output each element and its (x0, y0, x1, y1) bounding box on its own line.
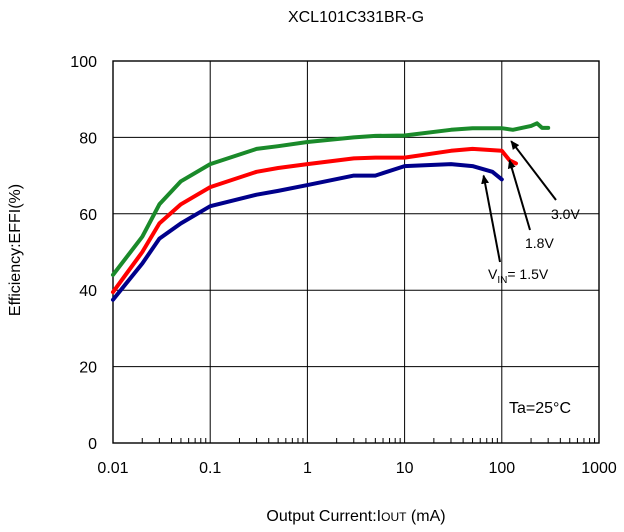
y-tick-label-1: 20 (79, 360, 97, 377)
x-axis-label-subscript: OUT (381, 510, 407, 524)
x-axis-label: Output Current:IOUT (mA) (266, 508, 445, 525)
ambient-temperature-label: Ta=25°C (509, 400, 571, 417)
y-tick-label-5: 100 (70, 54, 97, 71)
y-tick-label-3: 60 (79, 207, 97, 224)
chart-title: XCL101C331BR-G (288, 9, 424, 26)
y-tick-label-2: 40 (79, 283, 97, 300)
annotation-label-1v8: 1.8V (525, 235, 554, 251)
x-tick-label-5: 1000 (581, 460, 617, 477)
annotations: 3.0V 1.8V VIN= 1.5V Ta=25°C (481, 140, 580, 417)
grid (112, 60, 600, 444)
plot-frame (112, 60, 600, 444)
y-tick-labels: 0 20 40 60 80 100 (70, 54, 97, 453)
minor-ticks (141, 438, 596, 443)
series-line-2 (111, 162, 504, 302)
x-axis-label-unit: (mA) (406, 508, 445, 525)
series-line-1 (111, 146, 518, 295)
y-axis-label: Efficiency:EFFI(%) (7, 184, 24, 316)
x-tick-label-3: 10 (396, 460, 414, 477)
annotation-arrow-3v (510, 140, 557, 201)
series-line-0 (111, 121, 551, 277)
x-tick-label-0: 0.01 (97, 460, 128, 477)
vin-value: = 1.5V (507, 266, 549, 282)
x-tick-label-4: 100 (488, 460, 515, 477)
annotation-arrow-1v5 (481, 174, 501, 263)
x-tick-labels: 0.01 0.1 1 10 100 1000 (97, 460, 616, 477)
annotation-arrow-1v8 (507, 159, 531, 231)
vin-subscript: IN (497, 275, 507, 286)
vin-main: V (488, 266, 498, 282)
series-group (111, 121, 551, 302)
y-tick-label-0: 0 (88, 436, 97, 453)
annotation-label-3v: 3.0V (551, 206, 580, 222)
x-tick-label-1: 0.1 (199, 460, 221, 477)
x-axis-label-main: Output Current:I (266, 508, 381, 525)
x-tick-label-2: 1 (303, 460, 312, 477)
y-tick-label-4: 80 (79, 130, 97, 147)
annotation-label-1v5: VIN= 1.5V (488, 266, 549, 286)
